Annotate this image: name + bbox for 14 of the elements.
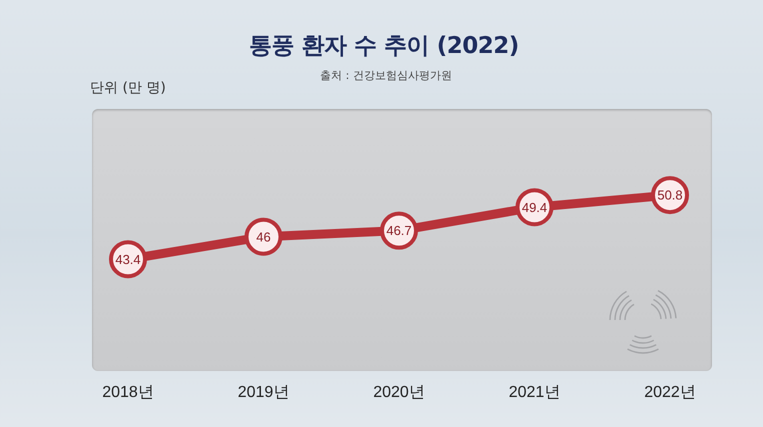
point bbox=[244, 218, 282, 256]
source-note: 출처 : 건강보험심사평가원 bbox=[320, 69, 452, 82]
x-tick-label: 2018년 bbox=[102, 384, 154, 402]
chart-title: 통풍 환자 수 추이 (2022) bbox=[248, 32, 520, 61]
x-tick-label: 2021년 bbox=[508, 384, 560, 402]
data-label: 46 bbox=[256, 229, 271, 244]
text: 단위 (만 명) bbox=[90, 79, 166, 97]
data-label: 46.7 bbox=[386, 223, 412, 238]
x-tick-label: 2019년 bbox=[238, 384, 290, 402]
x-tick-label: 2022년 bbox=[644, 384, 696, 402]
data-label: 43.4 bbox=[115, 252, 141, 267]
x-tick-label: 2020년 bbox=[373, 384, 425, 402]
data-label: 50.8 bbox=[657, 188, 683, 203]
data-label: 49.4 bbox=[522, 200, 548, 215]
